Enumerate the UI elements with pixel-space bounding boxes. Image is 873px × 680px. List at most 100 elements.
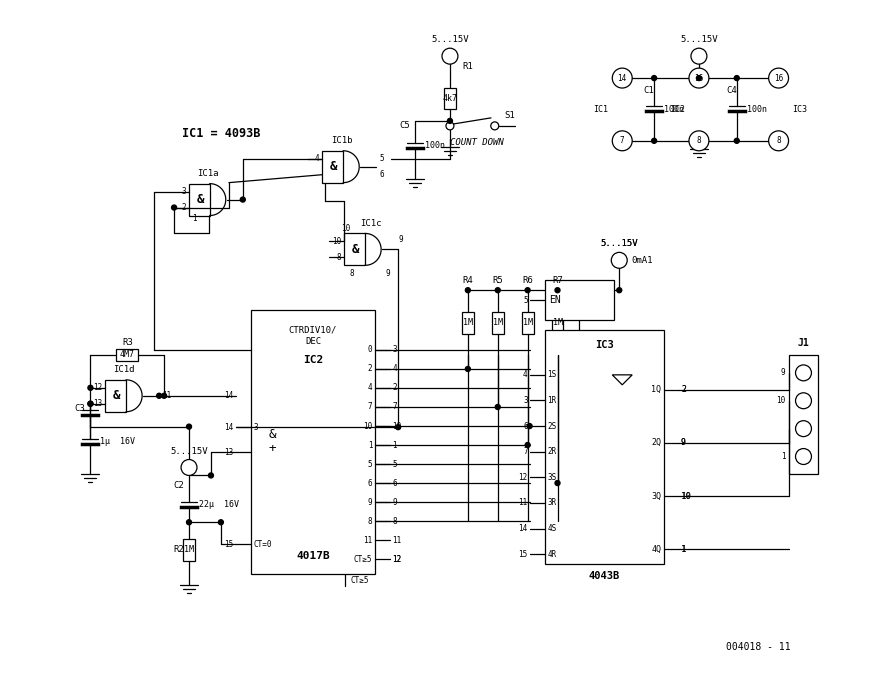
Circle shape (527, 424, 533, 428)
Text: 6: 6 (368, 479, 372, 488)
Bar (491, 311, 504, 333)
Circle shape (465, 367, 471, 371)
Text: 10: 10 (681, 492, 691, 500)
Text: 11: 11 (392, 536, 402, 545)
Text: 10: 10 (332, 237, 341, 246)
Text: IC3: IC3 (595, 340, 614, 350)
Text: 14: 14 (617, 73, 627, 82)
Text: DEC: DEC (305, 337, 321, 347)
Text: 7: 7 (392, 403, 397, 411)
Text: 11: 11 (162, 391, 171, 401)
Circle shape (395, 424, 401, 430)
Text: 4S: 4S (547, 524, 557, 533)
Text: 2: 2 (368, 364, 372, 373)
Text: &: & (196, 193, 204, 206)
Circle shape (240, 197, 245, 202)
Text: 9: 9 (681, 439, 686, 447)
Circle shape (187, 520, 191, 525)
Circle shape (795, 365, 812, 381)
Circle shape (162, 393, 167, 398)
Circle shape (616, 288, 622, 292)
Text: IC1: IC1 (594, 105, 608, 114)
Text: R1: R1 (462, 62, 472, 71)
Text: 0mA1: 0mA1 (631, 256, 653, 265)
Text: IC1c: IC1c (361, 219, 382, 228)
Bar (522, 311, 533, 333)
Circle shape (442, 48, 458, 64)
Bar (462, 311, 474, 333)
Text: R5: R5 (492, 276, 503, 285)
Text: 2Q: 2Q (651, 439, 661, 447)
Text: IC2: IC2 (303, 355, 323, 365)
Text: 11: 11 (519, 498, 527, 507)
Text: 15: 15 (519, 549, 527, 559)
Text: IC2: IC2 (670, 105, 685, 114)
Text: R2: R2 (173, 545, 184, 554)
Bar (251, 310, 375, 574)
Text: CT=0: CT=0 (254, 540, 272, 549)
Text: 4Q: 4Q (651, 545, 661, 554)
Text: 4: 4 (523, 371, 527, 379)
Text: 1: 1 (681, 545, 686, 554)
Text: IC1b: IC1b (331, 136, 352, 146)
Text: 10: 10 (341, 224, 351, 233)
Circle shape (88, 386, 93, 390)
Text: 100n: 100n (746, 105, 766, 114)
Circle shape (651, 138, 656, 143)
Text: 6: 6 (392, 479, 397, 488)
Circle shape (88, 401, 93, 406)
Bar (116, 349, 138, 361)
Circle shape (491, 122, 498, 130)
Text: 11: 11 (363, 536, 372, 545)
Circle shape (181, 460, 197, 475)
Text: 1Q: 1Q (651, 386, 661, 394)
Text: 0: 0 (368, 345, 372, 354)
Circle shape (612, 131, 632, 151)
Bar (106, 380, 127, 411)
Text: 004018 - 11: 004018 - 11 (726, 642, 791, 651)
Text: 100n: 100n (664, 105, 684, 114)
Text: 4: 4 (315, 154, 320, 163)
Circle shape (691, 48, 707, 64)
Text: 3: 3 (392, 345, 397, 354)
Circle shape (218, 520, 223, 525)
Text: 12: 12 (519, 473, 527, 482)
Text: 16: 16 (694, 73, 704, 82)
Text: 7: 7 (368, 403, 372, 411)
Text: 1M: 1M (523, 318, 533, 327)
Text: 8: 8 (776, 136, 781, 146)
Circle shape (172, 205, 176, 210)
Text: 1M: 1M (463, 318, 473, 327)
Text: 3: 3 (523, 396, 527, 405)
Text: R7: R7 (552, 276, 563, 285)
Bar (344, 233, 365, 265)
Text: 2: 2 (392, 384, 397, 392)
Text: 8: 8 (349, 269, 354, 277)
Text: 10: 10 (392, 422, 402, 430)
Text: +: + (269, 441, 277, 454)
Text: 9: 9 (681, 439, 685, 447)
Text: 13: 13 (93, 399, 102, 408)
Text: 4: 4 (392, 364, 397, 373)
Circle shape (612, 68, 632, 88)
Text: 5: 5 (392, 460, 397, 469)
Text: 4M7: 4M7 (120, 350, 134, 360)
Text: R4: R4 (463, 276, 473, 285)
Circle shape (651, 75, 656, 80)
Text: 1M: 1M (184, 545, 194, 554)
Circle shape (187, 424, 191, 429)
Text: 5...15V: 5...15V (601, 239, 638, 248)
Text: IC1d: IC1d (113, 365, 135, 375)
Text: 6: 6 (379, 170, 384, 179)
Text: &: & (330, 160, 338, 173)
Circle shape (495, 405, 500, 409)
Text: 1R: 1R (547, 396, 557, 405)
Circle shape (611, 252, 627, 269)
Text: 5: 5 (523, 296, 527, 305)
Circle shape (768, 68, 788, 88)
Text: 22μ  16V: 22μ 16V (199, 500, 239, 509)
Text: C5: C5 (399, 121, 410, 131)
Text: IC1 = 4093B: IC1 = 4093B (182, 127, 260, 140)
Text: J1: J1 (798, 338, 809, 348)
Bar (183, 539, 195, 560)
